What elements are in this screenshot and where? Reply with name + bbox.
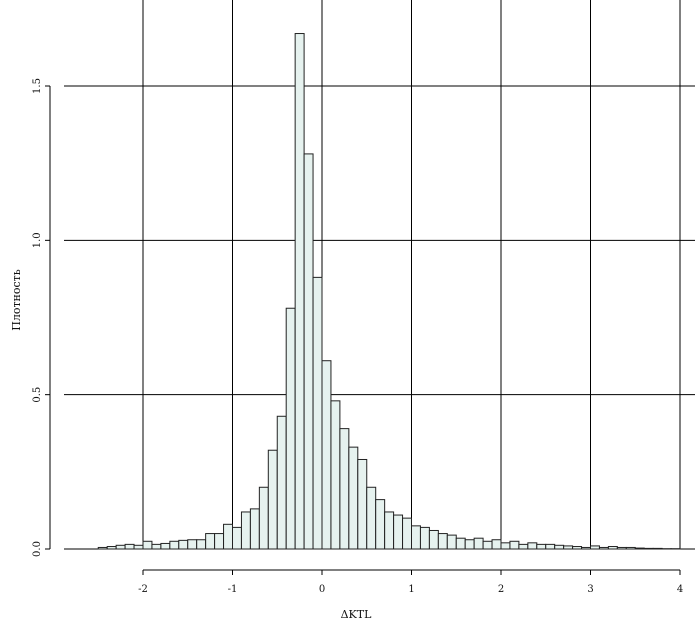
y-tick-labels: 0.0 0.5 1.0 1.5 [32, 78, 50, 557]
histogram-bar [366, 486, 377, 550]
histogram-bar [500, 542, 511, 550]
y-axis-title: Плотность [10, 269, 23, 330]
histogram-bar [303, 153, 314, 550]
histogram-bar [518, 543, 529, 550]
x-tick-label: -2 [138, 584, 148, 595]
histogram-bar [285, 307, 296, 550]
histogram-bar [455, 537, 466, 550]
histogram-bar [652, 547, 663, 550]
histogram-bar [339, 428, 350, 550]
y-tick-label: 0.0 [32, 541, 43, 557]
histogram-bar [142, 540, 153, 550]
histogram-bar [357, 458, 368, 550]
histogram-bar [607, 546, 618, 550]
histogram-bar [402, 517, 412, 550]
x-tick-label: 4 [677, 584, 683, 595]
histogram-bar [581, 546, 591, 550]
histogram-bar [590, 545, 600, 550]
histogram-bar [348, 446, 359, 550]
histogram-bar [276, 415, 287, 550]
histogram-bar [572, 546, 583, 550]
histogram-bar [491, 539, 502, 550]
y-tick-label: 0.5 [32, 387, 43, 403]
histogram-bar [151, 543, 162, 550]
bars [97, 33, 681, 550]
x-tick-labels: -2 -1 0 1 2 3 4 [138, 570, 683, 595]
histogram-bar [312, 276, 323, 550]
histogram-bar [625, 546, 636, 550]
histogram-bar [124, 543, 135, 550]
histogram-bar [554, 544, 565, 550]
histogram-bar [106, 546, 117, 550]
histogram-bar [473, 537, 484, 550]
histogram-bar [249, 508, 260, 550]
histogram-bar [437, 533, 448, 550]
histogram-bar [196, 539, 207, 550]
histogram-bar [267, 449, 278, 550]
histogram-bar [258, 486, 269, 550]
histogram-bar [563, 545, 574, 550]
histogram-bar [205, 533, 216, 550]
histogram-bar [419, 526, 430, 550]
histogram-bar [115, 544, 126, 550]
histogram-bar [464, 539, 475, 550]
histogram-bar [178, 539, 189, 550]
histogram-bar [616, 546, 627, 550]
histogram-bar [446, 534, 457, 550]
x-axis-title: ΔKTL [341, 608, 372, 621]
y-tick-label: 1.0 [32, 232, 43, 248]
histogram-bar [509, 540, 520, 550]
histogram-bar [330, 400, 341, 550]
histogram-bar [634, 547, 645, 550]
histogram-bar [169, 540, 180, 550]
histogram-bar [428, 529, 439, 550]
grid-lines [64, 0, 695, 550]
x-tick-label: 3 [587, 584, 593, 595]
histogram-bar [214, 533, 225, 550]
histogram-bar [97, 546, 108, 550]
histogram-bar [187, 539, 198, 550]
histogram-bar [643, 547, 654, 550]
histogram-bar [133, 544, 144, 550]
histogram-bar [294, 33, 305, 550]
histogram-bar [375, 499, 386, 550]
histogram-bar [240, 511, 251, 550]
histogram-bar [393, 514, 404, 550]
histogram-bar [232, 526, 242, 550]
x-tick-label: 1 [408, 584, 414, 595]
histogram-bar [527, 542, 538, 550]
histogram-bar [411, 525, 421, 550]
histogram-bar [384, 511, 395, 550]
x-tick-label: 0 [319, 584, 325, 595]
histogram-bar [160, 542, 171, 550]
y-tick-label: 1.5 [32, 78, 43, 94]
histogram-bar [545, 543, 556, 550]
histogram-bar [598, 546, 609, 550]
x-tick-label: -1 [228, 584, 238, 595]
histogram-bar [536, 543, 547, 550]
histogram-bar [321, 360, 332, 550]
x-tick-label: 2 [498, 584, 504, 595]
histogram-bar [223, 523, 234, 550]
histogram-bar [482, 540, 493, 550]
